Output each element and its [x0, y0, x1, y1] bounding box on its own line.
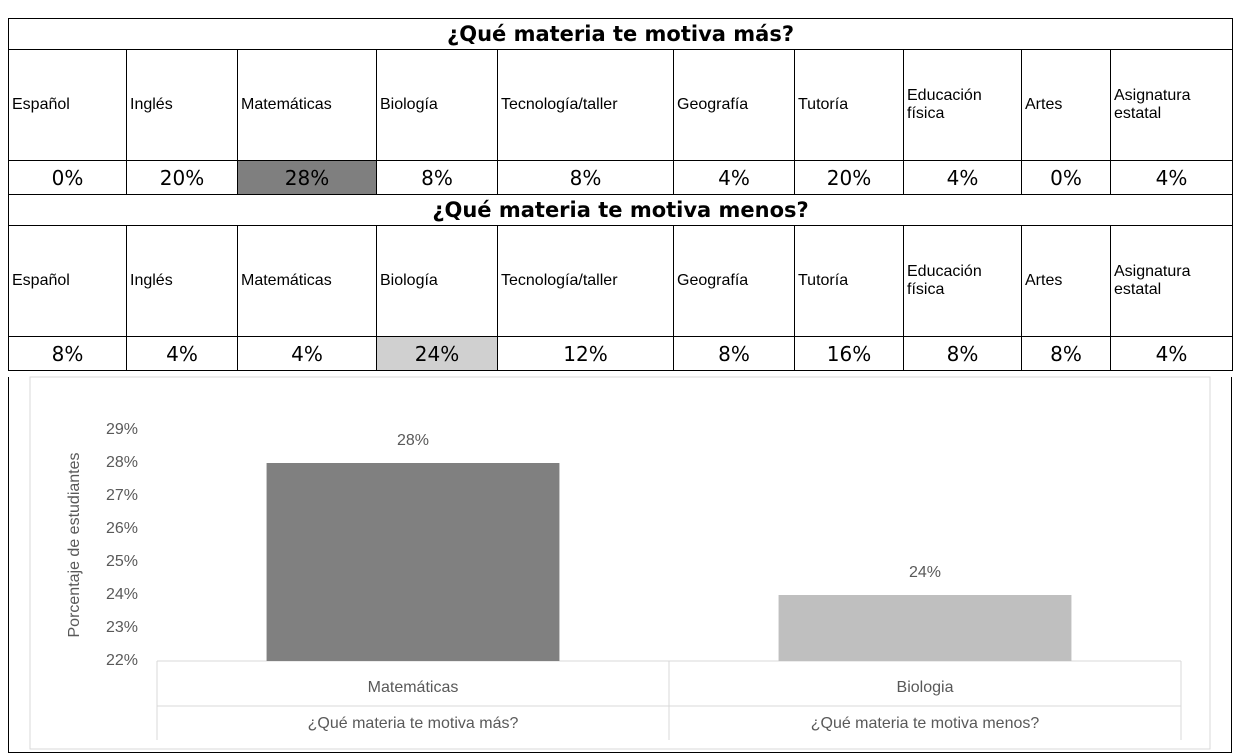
- y-tick-label: 27%: [106, 487, 138, 504]
- y-tick-label: 26%: [106, 520, 138, 537]
- value-cell: 16%: [794, 336, 904, 371]
- table-row: ¿Qué materia te motiva más?: [7, 18, 1234, 50]
- bar: [778, 595, 1072, 661]
- column-header: Matemáticas: [237, 49, 377, 161]
- group-label: ¿Qué materia te motiva más?: [308, 715, 519, 732]
- table-row: 8% 4% 4% 24% 12% 8% 16% 8% 8% 4%: [8, 336, 1234, 371]
- value-cell: 28%: [237, 160, 377, 195]
- data-table: ¿Qué materia te motiva más? Español Inglés…: [7, 18, 1234, 371]
- value-cell: 8%: [497, 160, 674, 195]
- y-tick-label: 29%: [106, 421, 138, 438]
- data-label: 28%: [397, 432, 429, 449]
- column-header: Tecnología/taller: [497, 49, 674, 161]
- data-label: 24%: [909, 564, 941, 581]
- group-label: ¿Qué materia te motiva menos?: [811, 715, 1040, 732]
- table-title: ¿Qué materia te motiva más?: [7, 18, 1234, 50]
- value-cell: 0%: [8, 160, 127, 195]
- column-header: Asignatura estatal: [1109, 49, 1234, 161]
- x-tick-label: Matemáticas: [368, 679, 459, 696]
- column-header: Geografía: [673, 225, 795, 337]
- bar: [266, 463, 560, 661]
- value-cell: 8%: [376, 160, 498, 195]
- value-cell: 12%: [497, 336, 674, 371]
- y-tick-label: 25%: [106, 553, 138, 570]
- x-tick-label: Biologia: [897, 679, 954, 696]
- column-header: Tecnología/taller: [497, 225, 674, 337]
- column-header: Matemáticas: [237, 225, 377, 337]
- value-cell: 24%: [376, 336, 498, 371]
- column-header: Biología: [376, 225, 498, 337]
- value-cell: 4%: [126, 336, 238, 371]
- value-cell: 20%: [126, 160, 238, 195]
- y-tick-label: 28%: [106, 454, 138, 471]
- value-cell: 8%: [673, 336, 795, 371]
- value-cell: 4%: [673, 160, 795, 195]
- column-header: Asignatura estatal: [1109, 225, 1234, 337]
- value-cell: 4%: [237, 336, 377, 371]
- y-tick-label: 23%: [106, 619, 138, 636]
- table-row: Español Inglés Matemáticas Biología Tecnolog…: [8, 225, 1234, 337]
- chart-area: [29, 376, 1211, 750]
- column-header: Educación física: [903, 225, 1022, 337]
- column-header: Biología: [376, 49, 498, 161]
- column-header: Inglés: [126, 225, 238, 337]
- y-axis-label: Porcentaje de estudiantes: [66, 452, 83, 637]
- column-header: Artes: [1021, 49, 1111, 161]
- column-header: Español: [8, 49, 127, 161]
- table-row: 0% 20% 28% 8% 8% 4% 20% 4% 0% 4%: [8, 160, 1234, 195]
- value-cell: 4%: [903, 160, 1022, 195]
- column-header: Tutoría: [794, 49, 904, 161]
- value-cell: 4%: [1109, 336, 1234, 371]
- y-tick-label: 24%: [106, 586, 138, 603]
- y-tick-label: 22%: [106, 652, 138, 669]
- column-header: Español: [8, 225, 127, 337]
- value-cell: 20%: [794, 160, 904, 195]
- value-cell: 8%: [8, 336, 127, 371]
- value-cell: 8%: [903, 336, 1022, 371]
- column-header: Educación física: [903, 49, 1022, 161]
- value-cell: 0%: [1021, 160, 1111, 195]
- table-row: Español Inglés Matemáticas Biología Tecnolog…: [8, 49, 1234, 161]
